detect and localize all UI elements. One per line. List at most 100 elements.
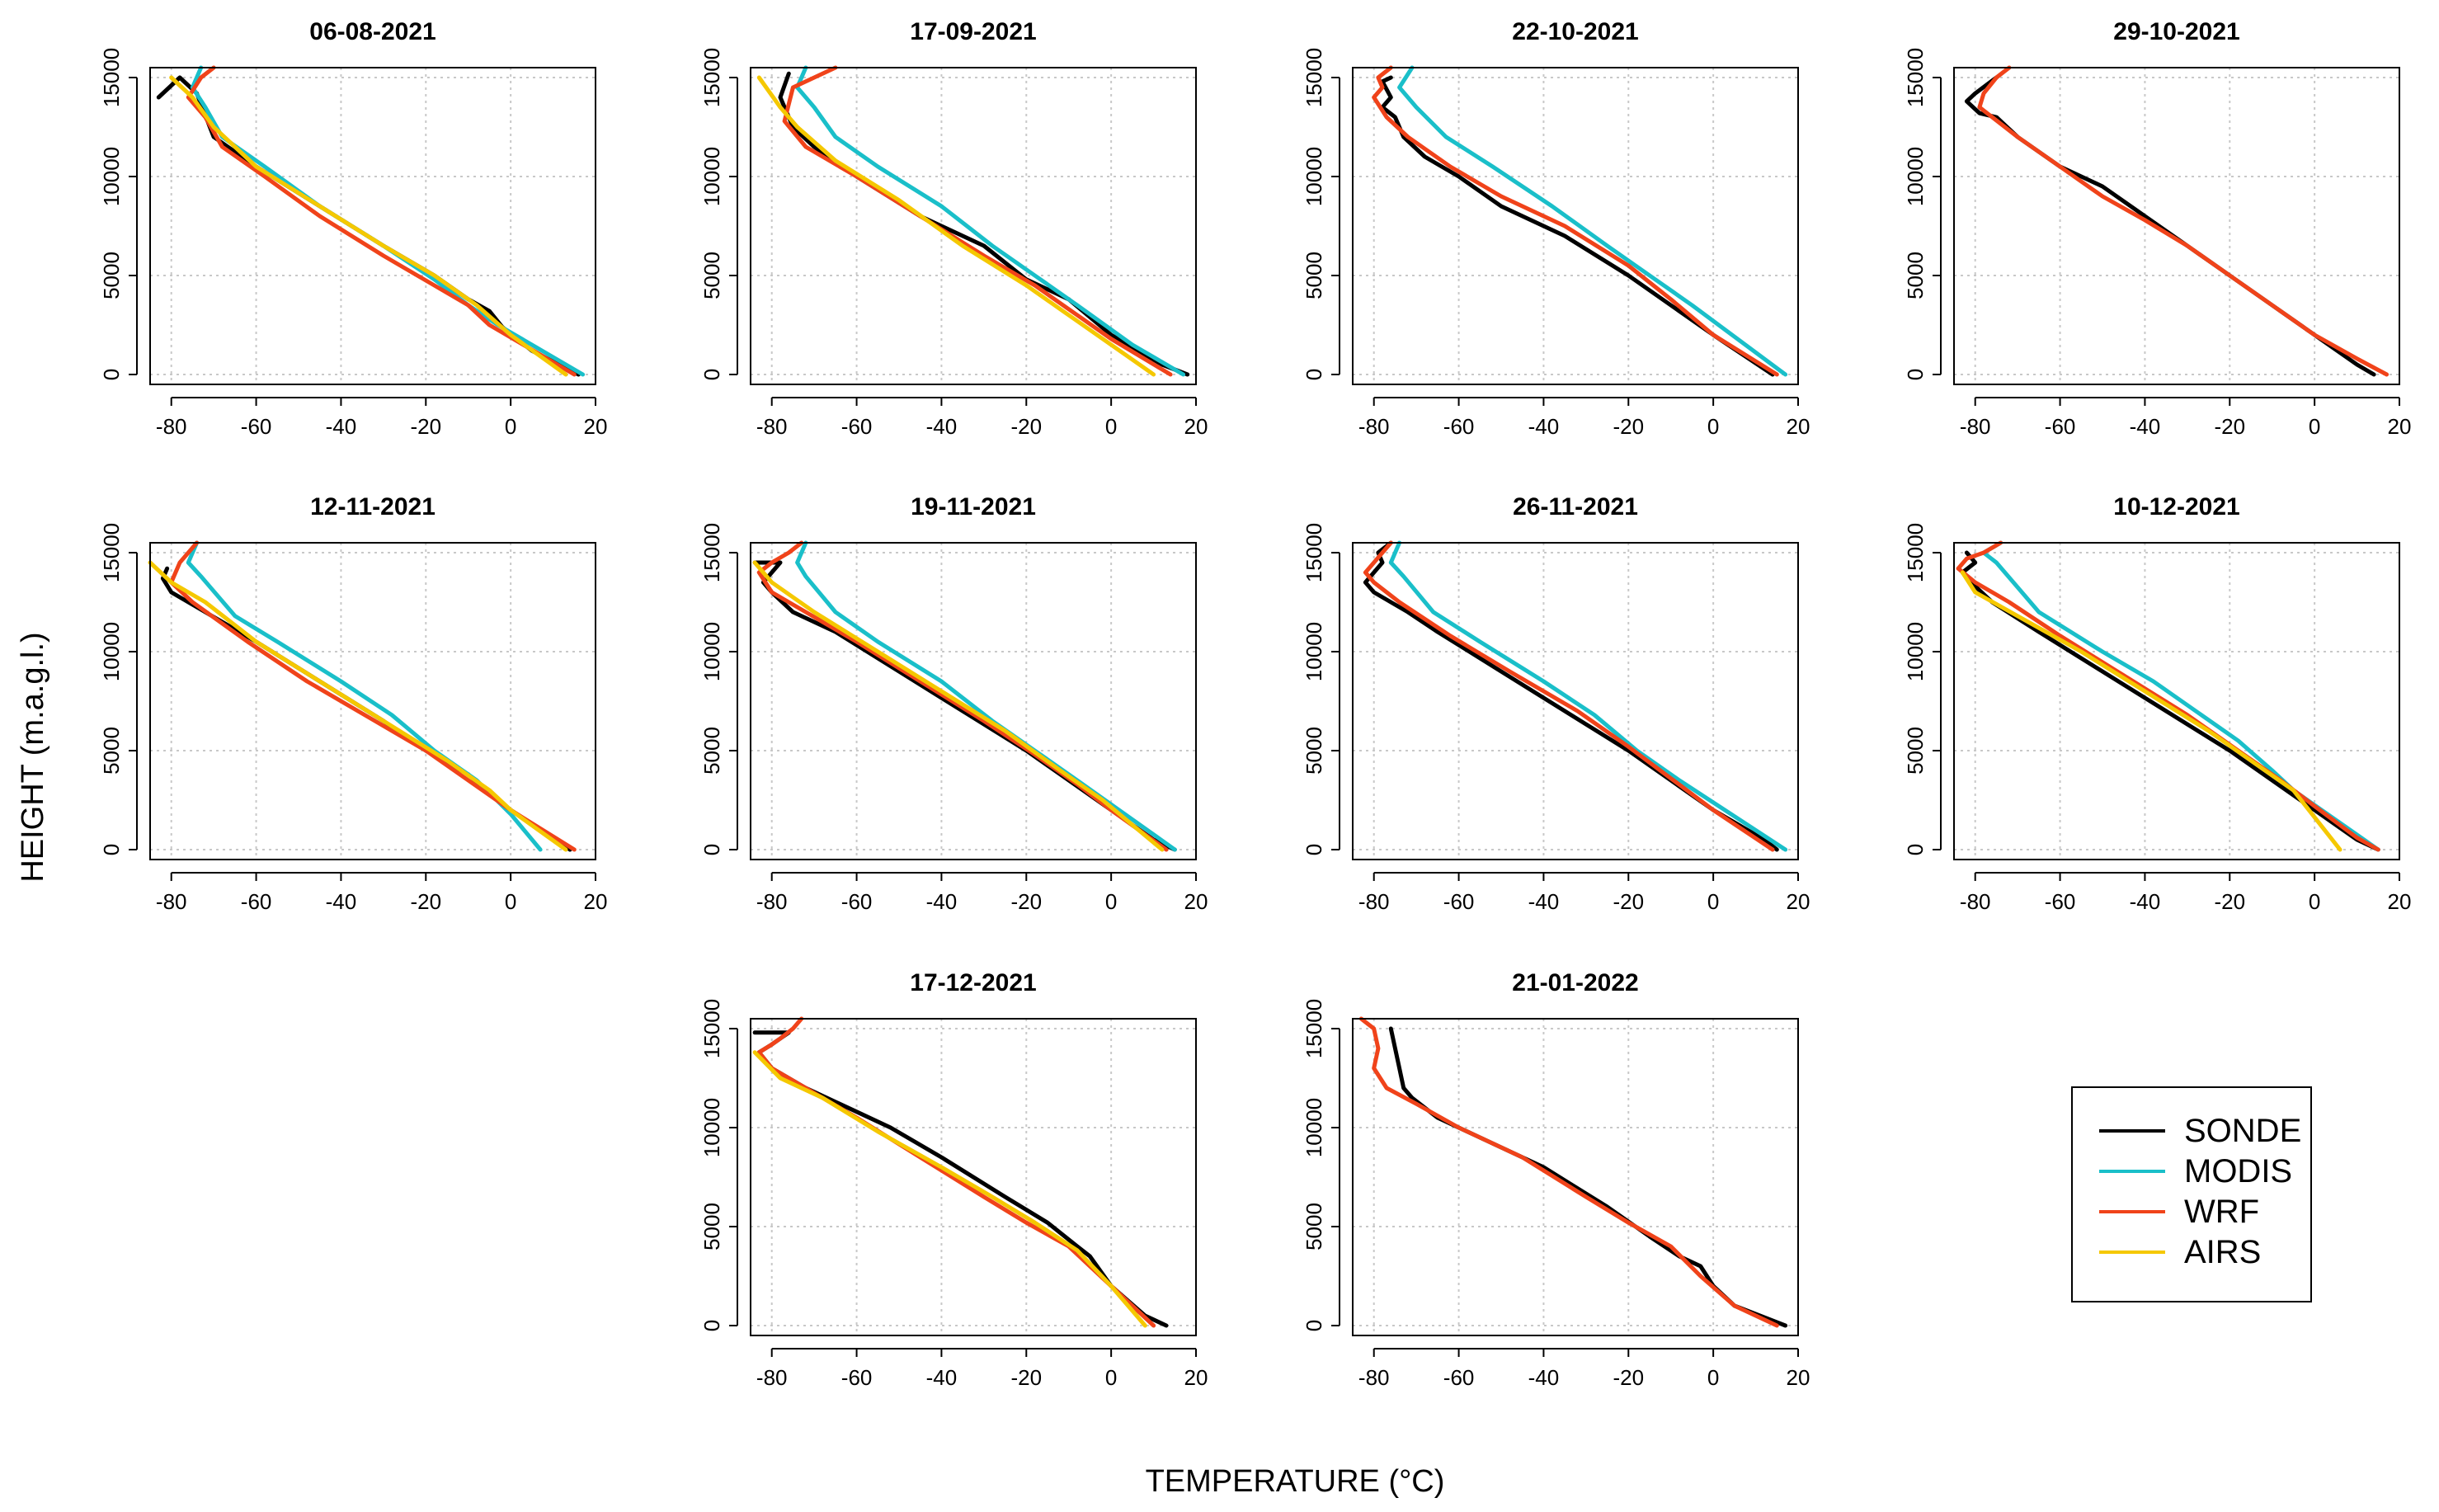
chart-panel: 21-01-2022 -80 -60 -40 -20 0 20 0 5000 10000 15000 — [1302, 969, 1810, 1390]
plot-frame — [750, 1018, 1197, 1336]
series-line-wrf — [1358, 1016, 1779, 1328]
x-tick-label: 0 — [505, 889, 516, 914]
legend-label-sonde: SONDE — [2184, 1113, 2301, 1149]
y-tick-label: 10000 — [1903, 622, 1928, 681]
series-line-sonde — [1380, 75, 1775, 377]
x-tick-label: -40 — [926, 414, 958, 439]
y-tick-label: 5000 — [99, 252, 124, 299]
panel-title: 06-08-2021 — [309, 18, 436, 45]
y-tick-label: 5000 — [699, 727, 724, 775]
y-tick-label: 10000 — [1302, 147, 1326, 206]
y-tick-label: 10000 — [699, 147, 724, 206]
legend-label-airs: AIRS — [2184, 1234, 2261, 1270]
panel-title: 29-10-2021 — [2113, 18, 2239, 45]
x-tick-label: -80 — [1960, 414, 1991, 439]
x-tick-label: -80 — [756, 889, 788, 914]
legend-item: SONDE — [2099, 1113, 2301, 1149]
y-tick-label: 0 — [1903, 369, 1928, 380]
x-tick-label: 20 — [584, 414, 608, 439]
y-tick-label: 0 — [1302, 1320, 1326, 1331]
chart-panel: 22-10-2021 -80 -60 -40 -20 0 20 0 5000 10000 15000 — [1302, 18, 1810, 439]
x-tick-label: 20 — [1184, 889, 1208, 914]
panel-title: 17-12-2021 — [910, 969, 1036, 996]
y-tick-label: 5000 — [1302, 1203, 1326, 1251]
x-tick-label: -80 — [1960, 889, 1991, 914]
panel-title: 21-01-2022 — [1512, 969, 1638, 996]
x-tick-label: 0 — [1105, 1365, 1117, 1390]
y-tick-label: 15000 — [99, 48, 124, 107]
x-tick-label: -40 — [326, 889, 357, 914]
plot-frame — [1953, 542, 2400, 860]
x-tick-label: -40 — [1528, 889, 1560, 914]
x-tick-label: 0 — [1707, 414, 1719, 439]
chart-panel: 26-11-2021 -80 -60 -40 -20 0 20 0 5000 10000 15000 — [1302, 493, 1810, 914]
x-tick-label: 20 — [1184, 414, 1208, 439]
y-tick-label: 15000 — [99, 523, 124, 582]
y-tick-label: 0 — [99, 844, 124, 855]
plot-frame — [149, 542, 596, 860]
y-tick-label: 15000 — [699, 523, 724, 582]
legend-label-modis: MODIS — [2184, 1153, 2292, 1189]
x-tick-label: -20 — [410, 889, 441, 914]
series-line-wrf — [1956, 540, 2380, 852]
y-tick-label: 15000 — [1302, 48, 1326, 107]
series-line-airs — [1960, 570, 2342, 852]
series-line-airs — [148, 560, 568, 852]
plot-frame — [750, 542, 1197, 860]
x-tick-label: -60 — [241, 889, 272, 914]
legend-item: MODIS — [2099, 1153, 2292, 1189]
x-tick-label: 0 — [1707, 889, 1719, 914]
x-tick-label: 0 — [2309, 889, 2320, 914]
y-tick-label: 10000 — [99, 147, 124, 206]
x-tick-label: -40 — [2130, 889, 2161, 914]
y-tick-label: 5000 — [699, 1203, 724, 1251]
y-tick-label: 5000 — [1903, 727, 1928, 775]
y-tick-label: 0 — [699, 369, 724, 380]
chart-panel: 06-08-2021 -80 -60 -40 -20 0 20 0 5000 10000 15000 — [99, 18, 607, 439]
legend-label-wrf: WRF — [2184, 1194, 2259, 1230]
y-tick-label: 0 — [1302, 369, 1326, 380]
y-tick-label: 15000 — [1903, 48, 1928, 107]
series-line-wrf — [1363, 540, 1775, 852]
y-tick-label: 15000 — [1903, 523, 1928, 582]
chart-panel: 17-12-2021 -80 -60 -40 -20 0 20 0 5000 10000 15000 — [699, 969, 1208, 1390]
chart-panel: 12-11-2021 -80 -60 -40 -20 0 20 0 5000 10000 15000 — [99, 493, 607, 914]
x-tick-label: -60 — [841, 889, 873, 914]
x-tick-label: -60 — [241, 414, 272, 439]
legend-box — [2071, 1086, 2312, 1302]
plot-frame — [1953, 67, 2400, 385]
series-line-wrf — [1977, 65, 2390, 377]
y-tick-label: 10000 — [1302, 622, 1326, 681]
series-line-airs — [756, 75, 1156, 377]
panel-title: 22-10-2021 — [1512, 18, 1638, 45]
chart-panel: 29-10-2021 -80 -60 -40 -20 0 20 0 5000 10000 15000 — [1903, 18, 2411, 439]
y-tick-label: 10000 — [1903, 147, 1928, 206]
x-tick-label: -60 — [1443, 889, 1475, 914]
x-tick-label: -80 — [1358, 1365, 1390, 1390]
y-tick-label: 10000 — [1302, 1098, 1326, 1157]
x-tick-label: -20 — [2214, 889, 2245, 914]
y-tick-label: 0 — [99, 369, 124, 380]
x-axis-label: TEMPERATURE (°C) — [1146, 1464, 1445, 1499]
x-tick-label: 0 — [505, 414, 516, 439]
x-tick-label: -60 — [841, 414, 873, 439]
plot-frame — [1352, 67, 1799, 385]
x-tick-label: -20 — [1613, 889, 1644, 914]
panel-title: 10-12-2021 — [2113, 493, 2239, 520]
x-tick-label: -40 — [926, 1365, 958, 1390]
chart-panel: 17-09-2021 -80 -60 -40 -20 0 20 0 5000 10000 15000 — [699, 18, 1208, 439]
y-tick-label: 15000 — [699, 999, 724, 1058]
x-tick-label: -40 — [326, 414, 357, 439]
x-tick-label: 0 — [1105, 889, 1117, 914]
x-tick-label: -20 — [2214, 414, 2245, 439]
y-tick-label: 10000 — [699, 622, 724, 681]
series-line-modis — [795, 65, 1186, 377]
y-tick-label: 5000 — [1302, 727, 1326, 775]
y-tick-label: 5000 — [1302, 252, 1326, 299]
x-tick-label: 0 — [1707, 1365, 1719, 1390]
panels: 06-08-2021 -80 -60 -40 -20 0 20 0 5000 10000 15000… — [99, 18, 2411, 1390]
x-tick-label: -80 — [1358, 889, 1390, 914]
x-tick-label: 0 — [1105, 414, 1117, 439]
x-tick-label: -40 — [2130, 414, 2161, 439]
x-tick-label: -20 — [1010, 414, 1042, 439]
